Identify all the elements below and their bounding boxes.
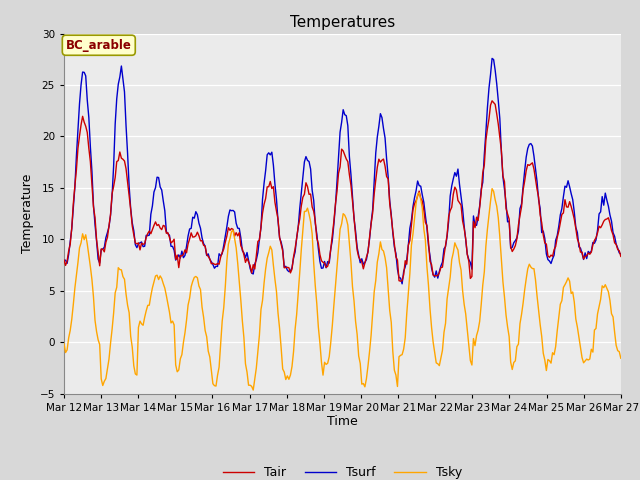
Tair xyxy=(254,239,262,244)
Tair xyxy=(60,257,68,263)
Legend: Tair, Tsurf, Tsky: Tair, Tsurf, Tsky xyxy=(218,461,467,480)
Tair xyxy=(129,223,136,229)
Tsky xyxy=(589,349,596,355)
Tair xyxy=(226,228,234,233)
Tair xyxy=(397,278,404,284)
Tair xyxy=(589,242,596,248)
Tsky xyxy=(488,186,496,192)
Tsky xyxy=(129,344,136,350)
Title: Temperatures: Temperatures xyxy=(290,15,395,30)
Tsky xyxy=(305,211,313,217)
Text: BC_arable: BC_arable xyxy=(66,39,132,52)
Tsurf xyxy=(60,257,68,263)
Tsurf xyxy=(303,157,311,163)
Tsurf xyxy=(244,258,252,264)
Tsky xyxy=(255,332,263,338)
X-axis label: Time: Time xyxy=(327,415,358,429)
Tair xyxy=(303,184,311,190)
Tsky xyxy=(250,387,257,393)
Line: Tsky: Tsky xyxy=(64,189,621,390)
Tsurf xyxy=(617,251,625,257)
Tsurf xyxy=(226,207,234,213)
Y-axis label: Temperature: Temperature xyxy=(21,174,34,253)
Tsky xyxy=(244,383,252,388)
Tsky xyxy=(60,341,68,347)
Tair xyxy=(244,259,252,264)
Tsurf xyxy=(129,220,136,226)
Tsurf xyxy=(589,240,596,245)
Tsurf xyxy=(398,281,406,287)
Line: Tsurf: Tsurf xyxy=(64,59,621,284)
Tsurf xyxy=(254,250,262,255)
Tair xyxy=(488,98,496,104)
Tsky xyxy=(226,236,234,241)
Line: Tair: Tair xyxy=(64,101,621,281)
Tsky xyxy=(617,355,625,361)
Tsurf xyxy=(488,56,496,61)
Tair xyxy=(617,253,625,259)
